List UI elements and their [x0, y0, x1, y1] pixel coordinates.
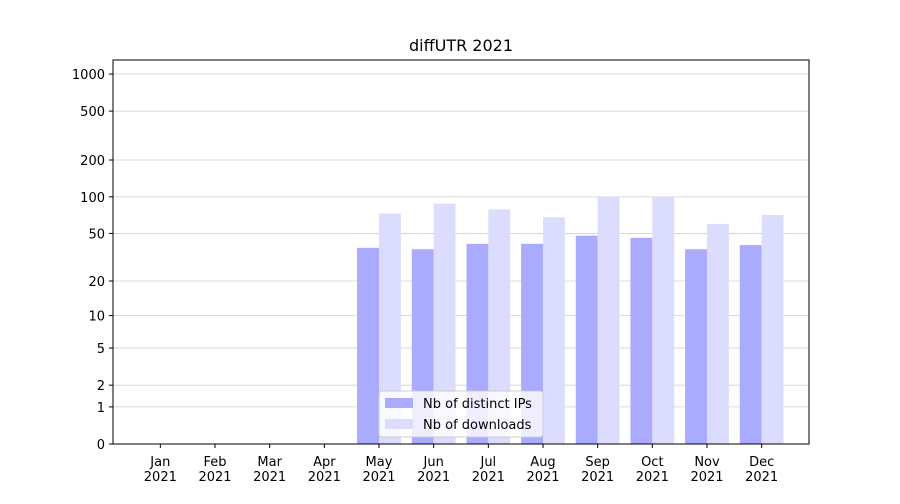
bar — [488, 209, 511, 444]
y-tick-label: 1000 — [72, 68, 105, 83]
legend-label: Nb of downloads — [423, 418, 532, 433]
x-tick-label: Apr 2021 — [308, 455, 341, 485]
bar — [379, 213, 401, 444]
y-tick-label: 1 — [97, 401, 105, 416]
x-tick-label: Oct 2021 — [636, 455, 669, 485]
x-tick-label: Aug 2021 — [526, 455, 559, 485]
y-tick-label: 0 — [97, 438, 105, 453]
x-tick-label: Feb 2021 — [198, 455, 231, 485]
y-tick-label: 50 — [88, 227, 105, 242]
bar — [652, 196, 675, 444]
bar — [357, 247, 379, 444]
y-tick-label: 5 — [97, 342, 105, 357]
x-tick-label: Mar 2021 — [253, 455, 286, 485]
legend-box — [378, 390, 544, 438]
x-tick-label: Jun 2021 — [417, 455, 450, 485]
legend-swatch — [385, 398, 413, 408]
legend-swatch — [385, 419, 413, 429]
y-tick-label: 20 — [88, 275, 105, 290]
y-tick-label: 200 — [80, 154, 105, 169]
bar — [630, 237, 653, 444]
plot-frame — [112, 59, 810, 445]
x-tick-label: Jan 2021 — [144, 455, 177, 485]
bar — [685, 249, 707, 444]
bar — [739, 245, 762, 444]
bar — [597, 196, 620, 444]
bar — [761, 214, 784, 444]
x-tick-label: Sep 2021 — [581, 455, 614, 485]
x-tick-label: Nov 2021 — [690, 455, 723, 485]
chart-title: diffUTR 2021 — [409, 36, 513, 55]
y-tick-label: 100 — [80, 191, 105, 206]
bar — [433, 203, 456, 444]
y-tick-label: 500 — [80, 105, 105, 120]
bar — [575, 235, 598, 444]
y-tick-label: 10 — [88, 310, 105, 325]
x-tick-label: Jul 2021 — [472, 455, 505, 485]
x-tick-label: Dec 2021 — [745, 455, 778, 485]
bar — [543, 217, 565, 444]
y-tick-label: 2 — [97, 379, 105, 394]
bar — [707, 223, 729, 444]
legend-label: Nb of distinct IPs — [423, 397, 532, 412]
x-tick-label: May 2021 — [362, 455, 395, 485]
